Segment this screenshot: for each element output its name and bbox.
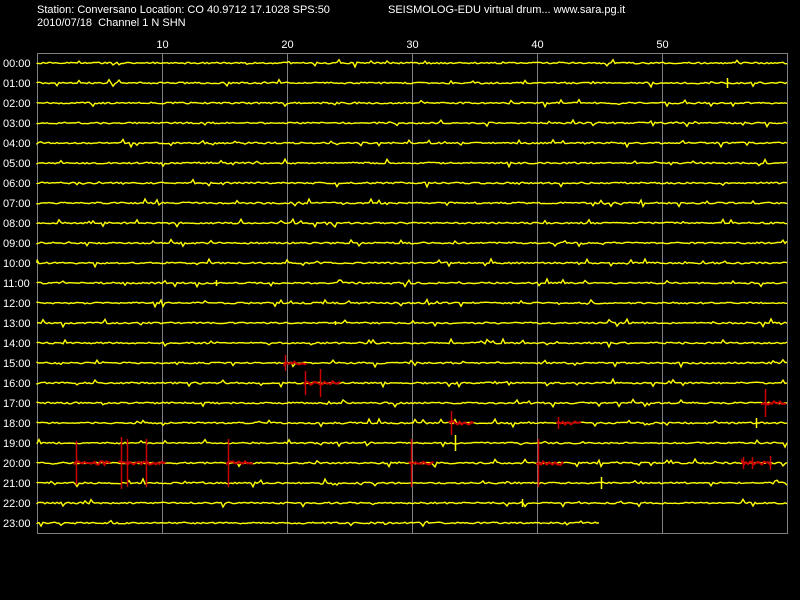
x-tick-label: 20	[281, 39, 293, 51]
x-tick-label: 40	[531, 39, 543, 51]
trace-line	[36, 298, 788, 309]
trace-line	[36, 317, 788, 329]
row-hour-label: 08:00	[3, 218, 31, 230]
trace-line	[36, 197, 788, 208]
row-hour-label: 21:00	[3, 478, 31, 490]
row-hour-label: 13:00	[3, 318, 31, 330]
trace-line	[36, 377, 788, 389]
trace-line	[36, 519, 600, 528]
row-hour-label: 16:00	[3, 378, 31, 390]
row-hour-label: 11:00	[3, 278, 30, 290]
event-segment	[226, 459, 254, 466]
row-hour-label: 10:00	[3, 258, 31, 270]
x-tick-label: 30	[406, 39, 418, 51]
row-hour-label: 01:00	[3, 78, 31, 90]
row-hour-label: 23:00	[3, 518, 31, 530]
row-hour-label: 15:00	[3, 358, 31, 370]
trace-line	[36, 138, 788, 149]
row-hour-label: 00:00	[3, 58, 31, 70]
trace-line	[36, 157, 788, 169]
row-hour-label: 22:00	[3, 498, 31, 510]
row-hour-label: 17:00	[3, 398, 31, 410]
row-hour-label: 18:00	[3, 418, 31, 430]
row-hour-label: 07:00	[3, 198, 31, 210]
trace-line	[36, 178, 788, 189]
trace-line	[36, 217, 788, 229]
event-segment	[741, 458, 773, 467]
event-segment	[556, 420, 582, 427]
trace-line	[36, 277, 788, 289]
trace-line	[36, 98, 788, 109]
trace-line	[36, 417, 788, 429]
trace-line	[36, 257, 788, 269]
event-segment	[761, 399, 787, 406]
event-segment	[303, 379, 341, 386]
row-hour-label: 19:00	[3, 438, 31, 450]
trace-line	[36, 58, 787, 69]
row-hour-label: 12:00	[3, 298, 31, 310]
trace-line	[36, 358, 787, 369]
x-tick-label: 10	[156, 39, 168, 51]
row-hour-label: 02:00	[3, 98, 31, 110]
row-hour-label: 20:00	[3, 458, 31, 470]
row-hour-label: 03:00	[3, 118, 31, 130]
trace-line	[36, 398, 788, 409]
trace-line	[36, 118, 788, 129]
brand-info: SEISMOLOG-EDU virtual drum... www.sara.p…	[388, 4, 626, 16]
row-hour-label: 05:00	[3, 158, 31, 170]
event-segment	[73, 459, 111, 467]
row-hour-label: 14:00	[3, 338, 31, 350]
trace-line	[36, 78, 788, 89]
event-segment	[283, 360, 307, 367]
x-tick-label: 50	[656, 39, 668, 51]
station-info: Station: Conversano Location: CO 40.9712…	[37, 4, 330, 16]
row-hour-label: 06:00	[3, 178, 31, 190]
trace-line	[36, 337, 788, 349]
trace-line	[36, 497, 788, 509]
event-segment	[536, 460, 564, 466]
event-segment	[118, 460, 166, 467]
trace-line	[36, 238, 788, 248]
row-hour-label: 04:00	[3, 138, 31, 150]
date-channel-info: 2010/07/18 Channel 1 N SHN	[37, 17, 186, 29]
row-hour-label: 09:00	[3, 238, 31, 250]
